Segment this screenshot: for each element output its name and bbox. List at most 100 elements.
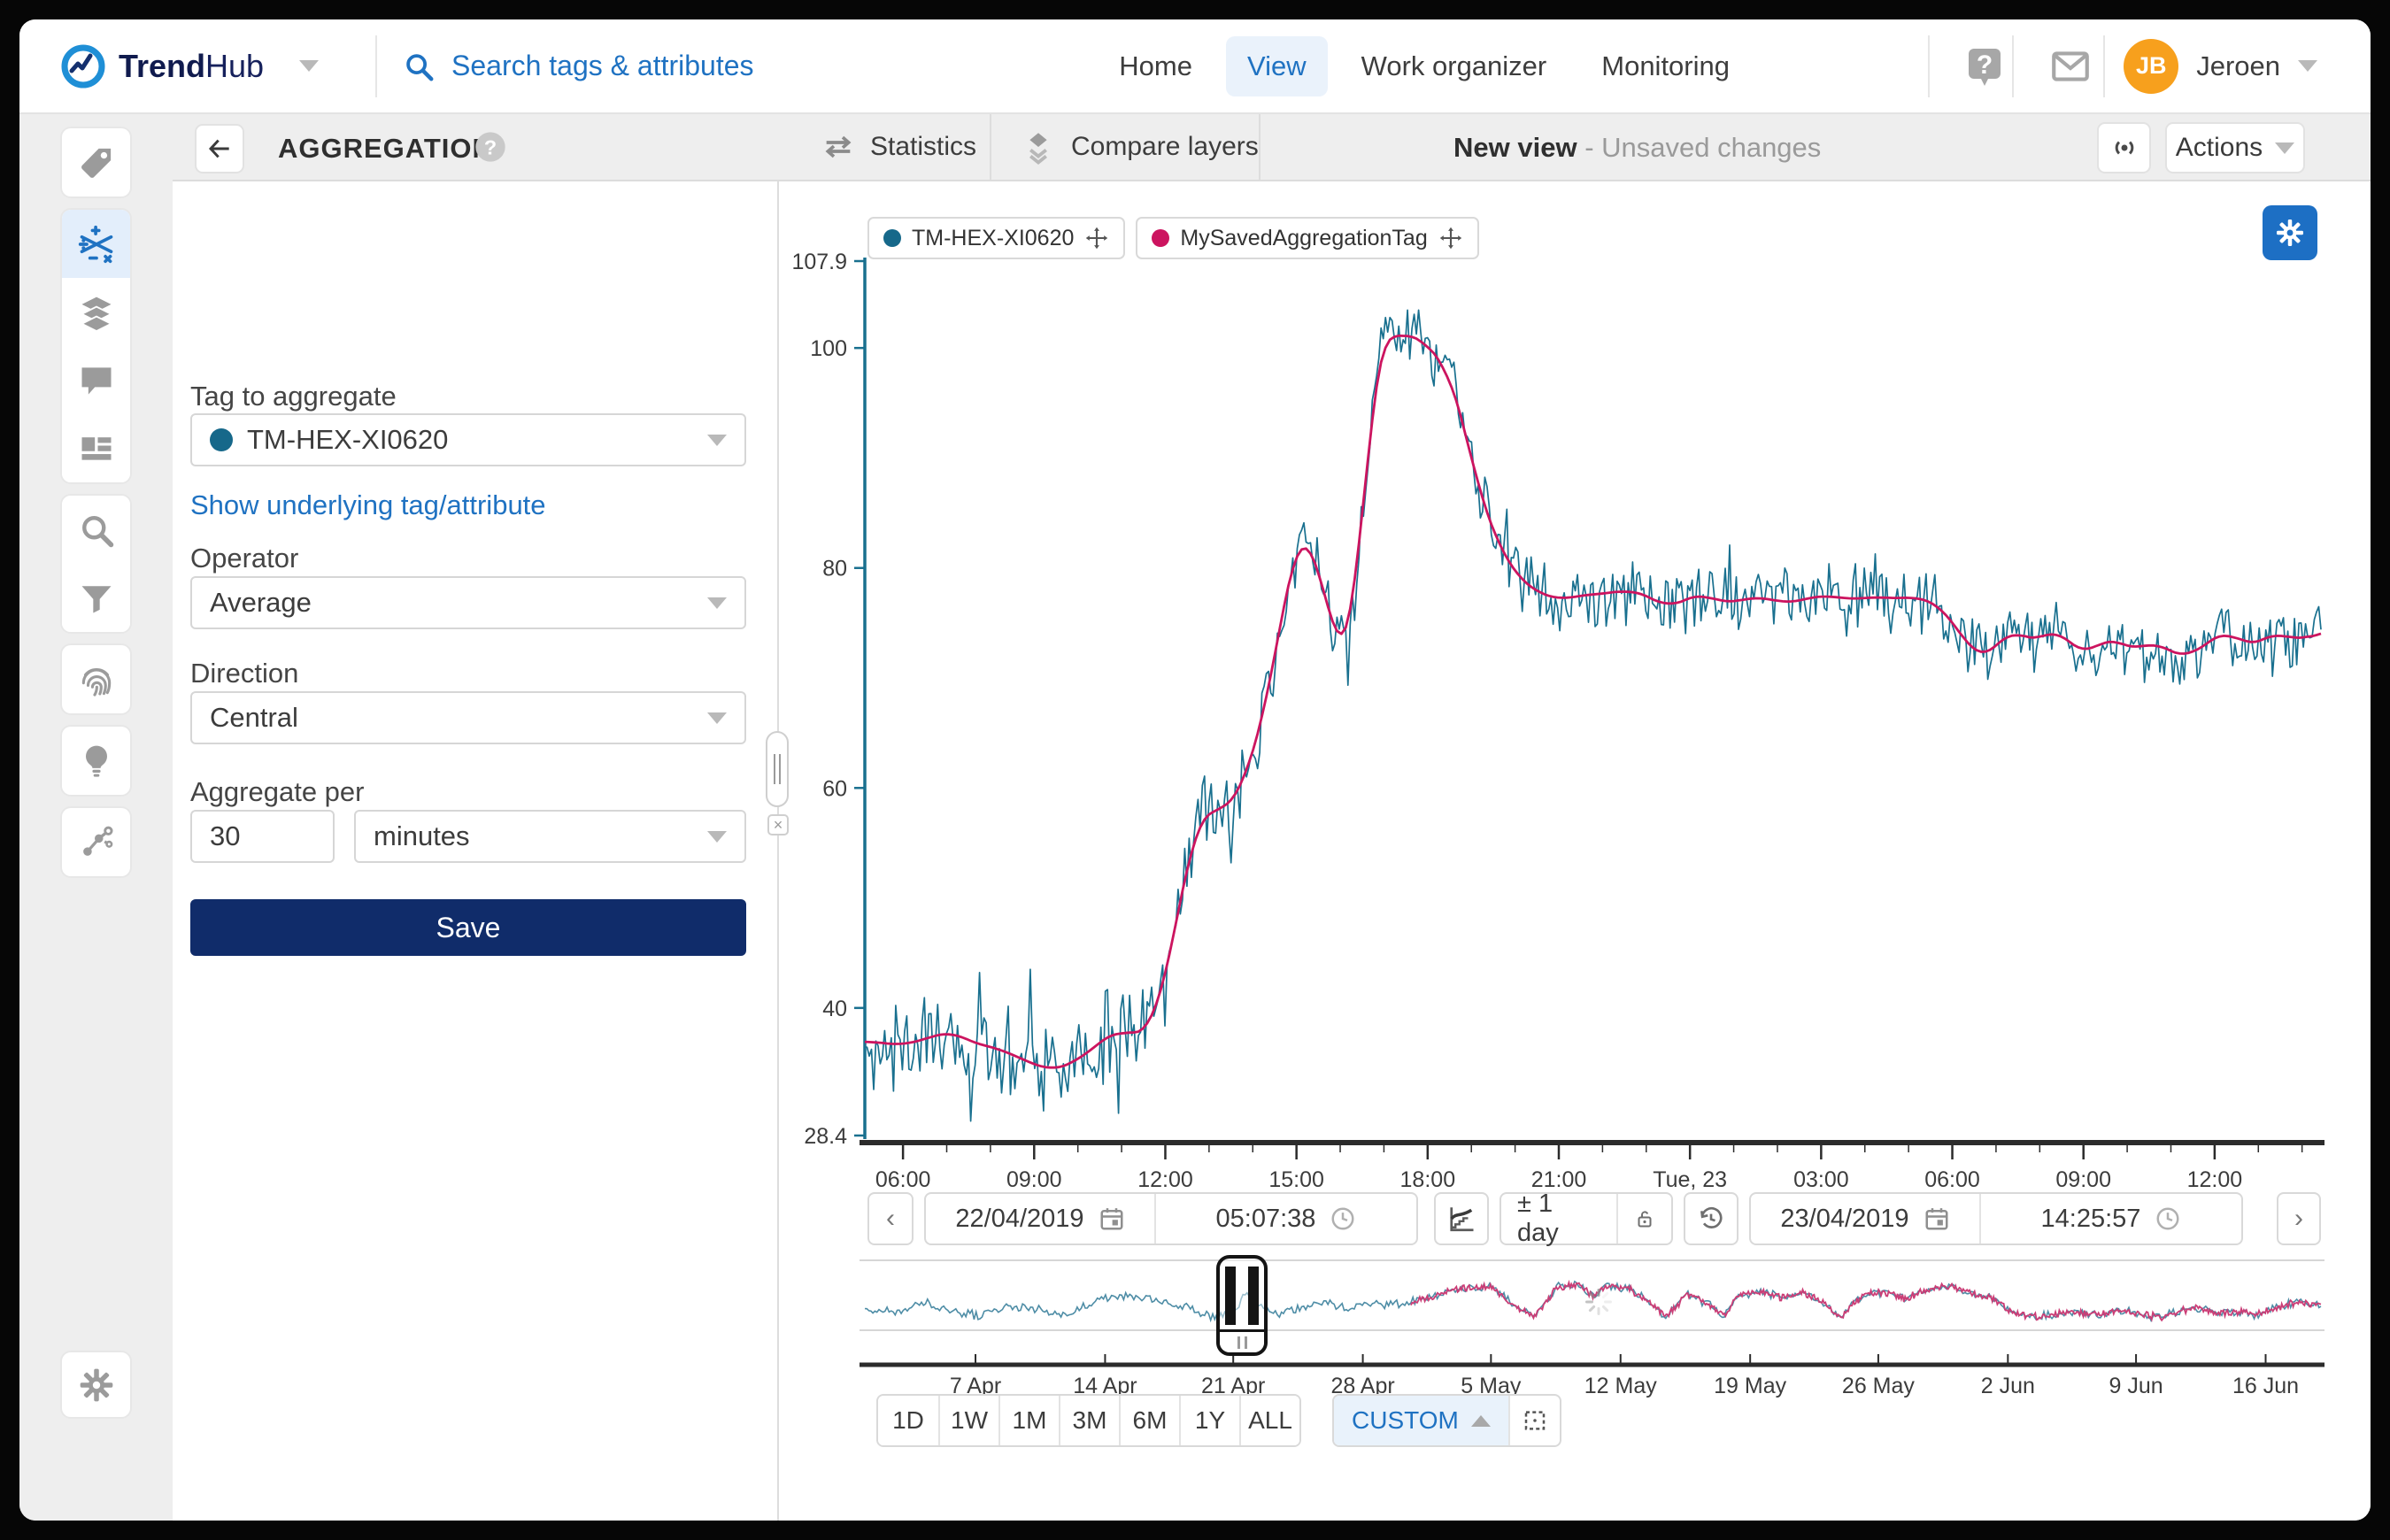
view-title: New view - Unsaved changes xyxy=(1453,132,1821,164)
nav-item-home[interactable]: Home xyxy=(1098,36,1214,96)
nav-item-view[interactable]: View xyxy=(1226,36,1328,96)
help-button[interactable]: ? xyxy=(1954,19,2016,112)
svg-text:06:00: 06:00 xyxy=(1924,1167,1980,1190)
direction-select[interactable]: Central xyxy=(190,691,746,744)
aggregate-unit-select[interactable]: minutes xyxy=(354,810,746,863)
fingerprint-icon xyxy=(77,660,116,699)
overview-chart[interactable]: 7 Apr14 Apr21 Apr28 Apr5 May12 May19 May… xyxy=(779,1241,2371,1405)
lock-open-icon xyxy=(1634,1205,1655,1232)
svg-text:18:00: 18:00 xyxy=(1400,1167,1456,1190)
svg-text:03:00: 03:00 xyxy=(1793,1167,1849,1190)
filter-icon xyxy=(77,579,116,618)
messages-button[interactable] xyxy=(2039,19,2101,112)
history-icon xyxy=(1697,1205,1725,1233)
rail-item-filter[interactable] xyxy=(62,564,130,632)
history-button[interactable] xyxy=(1684,1192,1739,1245)
svg-text:?: ? xyxy=(1977,50,1993,80)
svg-text:107.9: 107.9 xyxy=(791,250,847,274)
tag-color-dot xyxy=(210,428,233,451)
range-start-handle[interactable] xyxy=(1225,1267,1236,1325)
end-time-field[interactable]: 14:25:57 xyxy=(1979,1194,2241,1244)
rail-item-node-graph[interactable] xyxy=(62,808,130,876)
search-icon xyxy=(402,50,436,83)
start-time-field[interactable]: 05:07:38 xyxy=(1154,1194,1416,1244)
svg-text:60: 60 xyxy=(822,776,847,801)
settings-button[interactable] xyxy=(60,1351,132,1419)
show-underlying-link[interactable]: Show underlying tag/attribute xyxy=(190,489,546,521)
actions-button[interactable]: Actions xyxy=(2165,122,2305,173)
aggregation-help-icon[interactable]: ? xyxy=(473,129,508,169)
compare-layers-button[interactable]: Compare layers xyxy=(1020,114,1259,180)
range-drag-grip[interactable] xyxy=(1220,1329,1264,1352)
range-end-handle[interactable] xyxy=(1248,1267,1259,1325)
rail-item-fingerprint[interactable] xyxy=(62,645,130,713)
trendhub-logo-icon xyxy=(60,43,106,89)
pan-left-button[interactable]: ‹ xyxy=(867,1192,914,1245)
clock-icon xyxy=(1330,1205,1356,1232)
chart-type-button[interactable] xyxy=(1434,1192,1489,1245)
save-button[interactable]: Save xyxy=(190,899,746,956)
tool-rail xyxy=(19,114,173,1521)
statistics-button[interactable]: Statistics xyxy=(821,114,976,180)
topbar: TrendHub Search tags & attributes HomeVi… xyxy=(19,19,2371,114)
custom-range-button[interactable]: CUSTOM xyxy=(1334,1396,1508,1445)
rail-item-search[interactable] xyxy=(62,496,130,564)
rail-item-tag[interactable] xyxy=(62,128,130,196)
end-date-field[interactable]: 23/04/2019 xyxy=(1751,1194,1979,1244)
panel-close-button[interactable]: × xyxy=(767,814,789,835)
zoom-1m-button[interactable]: 1M xyxy=(998,1396,1059,1445)
avatar: JB xyxy=(2124,39,2178,94)
user-menu[interactable]: JB Jeroen xyxy=(2124,19,2317,112)
svg-text:09:00: 09:00 xyxy=(2055,1167,2111,1190)
aggregate-per-label: Aggregate per xyxy=(190,776,364,808)
custom-chevron-up-icon xyxy=(1471,1415,1491,1427)
brand-text: TrendHub xyxy=(119,48,264,85)
nav-item-monitoring[interactable]: Monitoring xyxy=(1580,36,1751,96)
user-name: Jeroen xyxy=(2196,50,2280,82)
duration-field[interactable]: ± 1 day xyxy=(1501,1194,1616,1244)
dashboard-icon xyxy=(77,429,116,468)
rail-item-comment[interactable] xyxy=(62,346,130,414)
search-input[interactable]: Search tags & attributes xyxy=(402,19,754,112)
zoom-preset-group: 1D1W1M3M6M1YALL xyxy=(876,1394,1301,1447)
live-broadcast-button[interactable] xyxy=(2097,122,2151,173)
trend-chart[interactable]: 107.910080604028.406:0009:0012:0015:0018… xyxy=(779,181,2371,1190)
direction-select-value: Central xyxy=(210,702,693,734)
rail-item-lightbulb[interactable] xyxy=(62,727,130,795)
operator-select[interactable]: Average xyxy=(190,576,746,629)
tag-select-chevron-down-icon xyxy=(707,435,727,446)
topbar-divider xyxy=(375,35,377,97)
zoom-3m-button[interactable]: 3M xyxy=(1059,1396,1119,1445)
nav-item-work-organizer[interactable]: Work organizer xyxy=(1340,36,1569,96)
time-controls: ‹ 22/04/2019 05:07:38 xyxy=(779,1192,2371,1245)
rail-group xyxy=(60,127,132,198)
custom-range-group: CUSTOM xyxy=(1332,1394,1561,1447)
zoom-6m-button[interactable]: 6M xyxy=(1119,1396,1179,1445)
workspace-chevron-down-icon[interactable] xyxy=(299,60,319,72)
svg-text:12:00: 12:00 xyxy=(1137,1167,1193,1190)
rail-item-aggregation[interactable] xyxy=(62,210,130,278)
rail-item-layers[interactable] xyxy=(62,278,130,346)
rail-item-dashboard[interactable] xyxy=(62,414,130,482)
panel-resize-handle[interactable] xyxy=(766,731,789,807)
zoom-1y-button[interactable]: 1Y xyxy=(1179,1396,1239,1445)
broadcast-icon xyxy=(2108,131,2141,165)
zoom-1d-button[interactable]: 1D xyxy=(878,1396,938,1445)
tag-select[interactable]: TM-HEX-XI0620 xyxy=(190,413,746,466)
fit-screen-button[interactable] xyxy=(1508,1396,1560,1445)
overview-range-handle[interactable] xyxy=(1216,1255,1268,1356)
start-date-field[interactable]: 22/04/2019 xyxy=(926,1194,1154,1244)
arrow-left-icon xyxy=(205,135,234,163)
svg-text:21:00: 21:00 xyxy=(1531,1167,1587,1190)
aggregate-value-input[interactable]: 30 xyxy=(190,810,335,863)
range-lock-group: ± 1 day xyxy=(1500,1192,1673,1245)
zoom-1w-button[interactable]: 1W xyxy=(938,1396,998,1445)
chart-pane: TM-HEX-XI0620 MySavedAggregationTag xyxy=(777,181,2371,1521)
lock-duration-button[interactable] xyxy=(1616,1194,1671,1244)
operator-label: Operator xyxy=(190,543,298,574)
pan-right-button[interactable]: › xyxy=(2277,1192,2321,1245)
trendhub-logo[interactable]: TrendHub xyxy=(60,19,319,112)
topbar-divider xyxy=(2012,35,2014,97)
zoom-all-button[interactable]: ALL xyxy=(1239,1396,1299,1445)
back-button[interactable] xyxy=(195,124,244,173)
